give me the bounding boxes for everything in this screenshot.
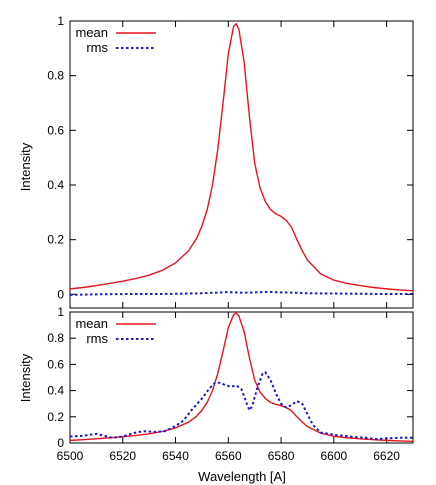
bottom-legend-label-mean: mean — [75, 316, 108, 331]
bottom-x-tick-label: 6620 — [373, 449, 400, 463]
bottom-x-tick-label: 6600 — [320, 449, 347, 463]
top-legend-label-mean: mean — [75, 25, 108, 40]
y-axis-label-bottom: Intensity — [18, 353, 33, 402]
top-y-tick-label: 0.2 — [47, 233, 64, 247]
bottom-series-mean — [70, 312, 413, 442]
top-y-tick-label: 1 — [57, 14, 64, 28]
bottom-x-tick-label: 6540 — [162, 449, 189, 463]
top-series-mean — [70, 23, 413, 292]
bottom-y-tick-label: 0 — [57, 436, 64, 450]
bottom-x-tick-label: 6580 — [268, 449, 295, 463]
top-y-tick-label: 0 — [57, 287, 64, 301]
bottom-y-tick-label: 0.8 — [47, 331, 64, 345]
bottom-panel: 0 0.2 0.4 0.6 0.8 1 6500 6520 6540 6560 6580 6600 66… — [47, 305, 414, 463]
bottom-y-tick-label: 0.2 — [47, 410, 64, 424]
x-axis-label: Wavelength [A] — [198, 469, 286, 484]
bottom-legend-label-rms: rms — [86, 331, 108, 346]
bottom-plot-frame — [69, 311, 414, 444]
bottom-x-tick-label: 6520 — [109, 449, 136, 463]
bottom-x-tick-label: 6560 — [215, 449, 242, 463]
bottom-y-tick-label: 0.4 — [47, 384, 64, 398]
bottom-y-tick-label: 1 — [57, 305, 64, 319]
bottom-series-rms — [70, 371, 413, 441]
y-axis-label-top: Intensity — [18, 142, 33, 191]
top-series-rms — [70, 290, 413, 296]
bottom-x-tick-label: 6500 — [57, 449, 84, 463]
top-legend-label-rms: rms — [86, 40, 108, 55]
top-y-tick-label: 0.4 — [47, 178, 64, 192]
top-y-tick-label: 0.6 — [47, 123, 64, 137]
top-y-tick-label: 0.8 — [47, 69, 64, 83]
top-plot-frame — [69, 20, 414, 309]
bottom-y-tick-label: 0.6 — [47, 357, 64, 371]
